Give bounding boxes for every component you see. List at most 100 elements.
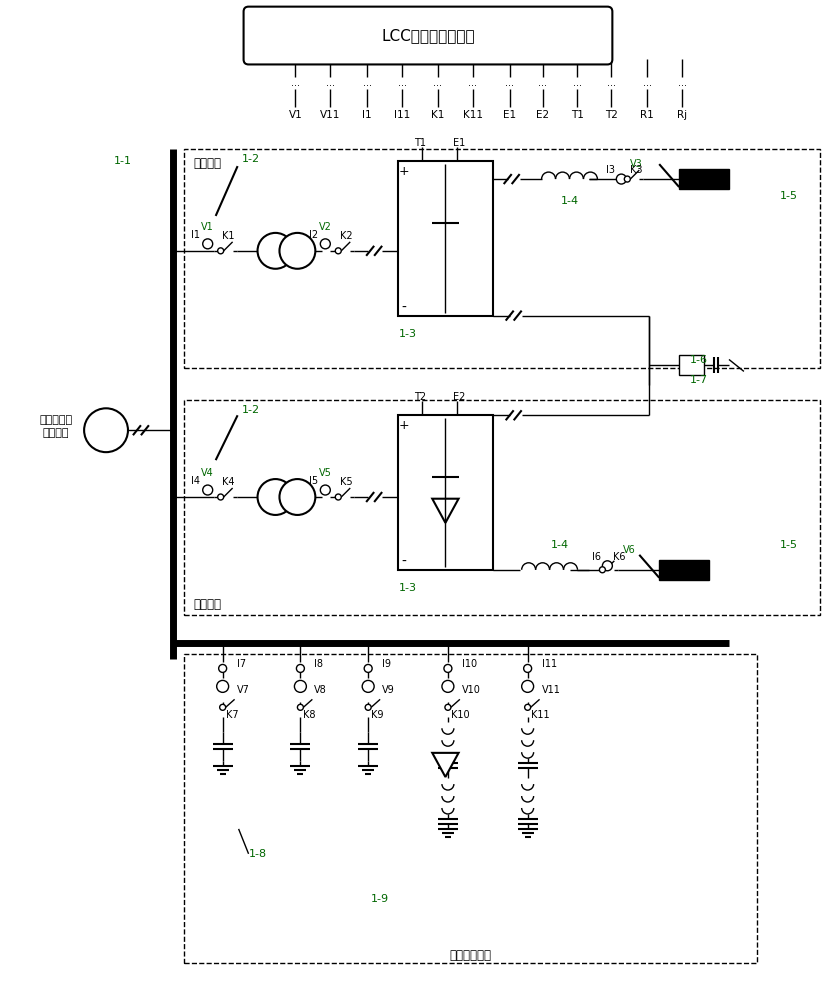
Text: 1-7: 1-7 <box>690 375 708 385</box>
Polygon shape <box>432 753 459 777</box>
Circle shape <box>84 408 128 452</box>
Circle shape <box>365 704 371 710</box>
Circle shape <box>296 664 305 672</box>
Circle shape <box>258 479 294 515</box>
Text: 1-3: 1-3 <box>399 329 417 339</box>
Circle shape <box>279 479 315 515</box>
Text: I8: I8 <box>315 659 323 669</box>
Text: K11: K11 <box>463 110 482 120</box>
Text: Rj: Rj <box>677 110 687 120</box>
Text: ...: ... <box>505 78 514 88</box>
Text: E2: E2 <box>536 110 550 120</box>
Circle shape <box>216 680 229 692</box>
Bar <box>659 560 709 580</box>
Text: V4: V4 <box>201 468 214 478</box>
Text: I5: I5 <box>309 476 318 486</box>
Text: V5: V5 <box>319 468 331 478</box>
Circle shape <box>320 239 331 249</box>
Text: V11: V11 <box>320 110 341 120</box>
Text: K1: K1 <box>222 231 235 241</box>
Bar <box>679 169 729 189</box>
Text: V1: V1 <box>201 222 214 232</box>
Text: ...: ... <box>468 78 477 88</box>
Text: ...: ... <box>326 78 335 88</box>
Text: I1: I1 <box>191 230 201 240</box>
Text: V10: V10 <box>461 685 481 695</box>
Text: I11: I11 <box>542 659 557 669</box>
Circle shape <box>362 680 374 692</box>
Circle shape <box>258 233 294 269</box>
Text: K5: K5 <box>340 477 352 487</box>
Text: V3: V3 <box>630 159 643 169</box>
Text: 1-2: 1-2 <box>242 405 259 415</box>
Text: I2: I2 <box>309 230 318 240</box>
Bar <box>398 415 492 570</box>
Text: V6: V6 <box>623 545 636 555</box>
Text: 负极系统: 负极系统 <box>194 598 221 611</box>
Text: K3: K3 <box>630 165 643 175</box>
Text: V1: V1 <box>289 110 302 120</box>
Text: T2: T2 <box>414 392 426 402</box>
Text: K10: K10 <box>451 710 470 720</box>
Bar <box>184 149 820 368</box>
Text: I11: I11 <box>394 110 410 120</box>
FancyBboxPatch shape <box>243 7 612 64</box>
Text: ...: ... <box>678 78 686 88</box>
Text: +: + <box>399 419 409 432</box>
Text: I6: I6 <box>591 552 601 562</box>
Text: K1: K1 <box>431 110 445 120</box>
Text: K11: K11 <box>530 710 550 720</box>
Circle shape <box>445 704 451 710</box>
Circle shape <box>217 248 224 254</box>
Circle shape <box>444 664 452 672</box>
Text: I1: I1 <box>362 110 372 120</box>
Circle shape <box>219 664 227 672</box>
Bar <box>398 161 492 316</box>
Text: I4: I4 <box>191 476 201 486</box>
Text: K6: K6 <box>613 552 626 562</box>
Text: ...: ... <box>607 78 616 88</box>
Text: +: + <box>399 165 409 178</box>
Text: V9: V9 <box>382 685 395 695</box>
Text: I7: I7 <box>237 659 246 669</box>
Text: ...: ... <box>538 78 547 88</box>
Text: I10: I10 <box>461 659 477 669</box>
Text: 1-1: 1-1 <box>114 156 132 166</box>
Circle shape <box>217 494 224 500</box>
Text: V2: V2 <box>319 222 331 232</box>
Text: K4: K4 <box>222 477 235 487</box>
Text: ...: ... <box>291 78 300 88</box>
Polygon shape <box>432 499 459 523</box>
Text: E2: E2 <box>452 392 465 402</box>
Text: ...: ... <box>362 78 372 88</box>
Text: 1-9: 1-9 <box>371 894 389 904</box>
Circle shape <box>279 233 315 269</box>
Text: 1-8: 1-8 <box>248 849 267 859</box>
Text: T1: T1 <box>414 138 425 148</box>
Circle shape <box>320 485 331 495</box>
Circle shape <box>336 494 341 500</box>
Text: 交流电网: 交流电网 <box>43 428 70 438</box>
Circle shape <box>203 485 213 495</box>
Text: V8: V8 <box>315 685 327 695</box>
Text: 1-4: 1-4 <box>560 196 579 206</box>
Text: V7: V7 <box>237 685 249 695</box>
Text: 正极系统: 正极系统 <box>194 157 221 170</box>
Circle shape <box>602 561 612 571</box>
Text: 送电侧模拟: 送电侧模拟 <box>39 415 73 425</box>
Text: LCC整流站监控系统: LCC整流站监控系统 <box>381 28 475 43</box>
Circle shape <box>617 174 626 184</box>
Circle shape <box>336 248 341 254</box>
Circle shape <box>297 704 304 710</box>
Circle shape <box>442 680 454 692</box>
Text: I9: I9 <box>382 659 391 669</box>
Text: K2: K2 <box>340 231 352 241</box>
Circle shape <box>203 239 213 249</box>
Text: ...: ... <box>398 78 407 88</box>
Text: 1-4: 1-4 <box>550 540 569 550</box>
Text: -: - <box>402 555 406 569</box>
Circle shape <box>524 704 530 710</box>
Text: ...: ... <box>573 78 582 88</box>
Text: 1-6: 1-6 <box>690 355 708 365</box>
Text: ...: ... <box>643 78 652 88</box>
